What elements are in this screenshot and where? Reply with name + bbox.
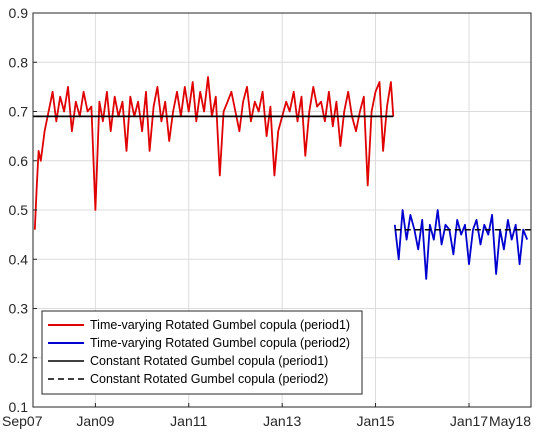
legend: Time-varying Rotated Gumbel copula (peri… [41,310,363,395]
y-tick-label: 0.9 [9,5,29,21]
y-tick-label: 0.1 [9,399,29,415]
legend-label-period2-tv: Time-varying Rotated Gumbel copula (peri… [90,336,350,350]
y-tick-label: 0.5 [9,202,29,218]
series-layer [33,76,531,280]
axis-ticks: 0.1 0.2 0.3 0.4 0.5 0.6 0.7 0.8 0.9 Sep07 Jan09 Jan… [2,5,532,429]
y-tick-label: 0.7 [9,104,29,120]
y-tick-label: 0.6 [9,153,29,169]
x-tick-label: Sep07 [2,413,43,429]
x-tick-label: Jan09 [76,413,114,429]
x-tick-label: Jan17 [450,413,488,429]
y-tick-label: 0.2 [9,350,29,366]
y-tick-label: 0.4 [9,251,29,267]
x-tick-label: Jan13 [263,413,301,429]
legend-label-period2-const: Constant Rotated Gumbel copula (period2) [90,372,328,386]
legend-label-period1-tv: Time-varying Rotated Gumbel copula (peri… [90,318,350,332]
legend-label-period1-const: Constant Rotated Gumbel copula (period1) [90,354,328,368]
x-tick-label: May18 [489,413,531,429]
y-tick-label: 0.3 [9,301,29,317]
x-tick-label: Jan15 [356,413,394,429]
legend-box [41,310,363,395]
x-tick-label: Jan11 [170,413,207,429]
series-line-2 [393,209,529,280]
y-tick-label: 0.8 [9,54,29,70]
